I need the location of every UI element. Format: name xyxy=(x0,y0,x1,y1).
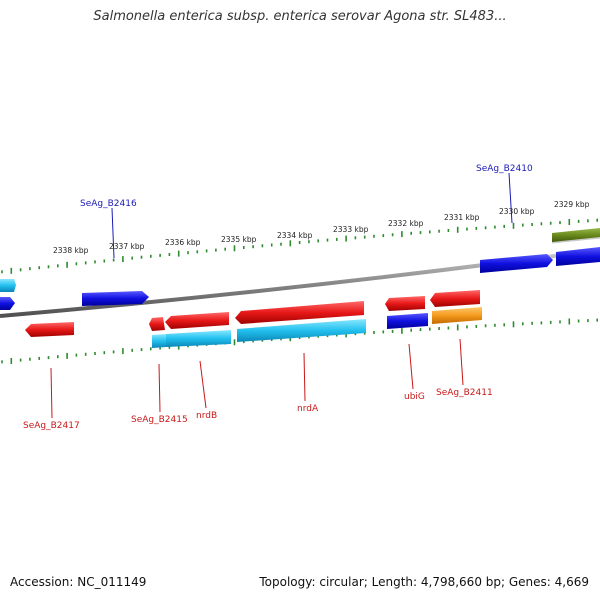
leader-nrda xyxy=(303,352,306,402)
label-leaders xyxy=(50,172,513,419)
scale-label-2335: 2335 kbp xyxy=(221,235,257,244)
gene-seag-b2415 xyxy=(152,334,166,348)
gene-blue-right xyxy=(556,247,600,266)
topology-text: Topology: circular; Length: 4,798,660 bp… xyxy=(259,575,589,589)
gene-nrdb xyxy=(165,312,229,329)
gene-red-small xyxy=(149,317,165,331)
scale-labels: 2338 kbp 2337 kbp 2336 kbp 2335 kbp 2334… xyxy=(53,200,590,255)
gene-cyan-nrdb-inner xyxy=(166,330,231,347)
scale-label-2337: 2337 kbp xyxy=(109,242,145,251)
scale-label-2331: 2331 kbp xyxy=(444,213,480,222)
leader-seag-b2415 xyxy=(158,363,161,413)
gene-ubig-outer xyxy=(385,296,425,311)
leader-seag-b2410 xyxy=(508,172,513,224)
scale-label-2329: 2329 kbp xyxy=(554,200,590,209)
scale-label-2334: 2334 kbp xyxy=(277,231,313,240)
label-seag-b2416: SeAg_B2416 xyxy=(80,199,137,209)
gene-seag-b2410 xyxy=(480,254,553,273)
scale-label-2333: 2333 kbp xyxy=(333,225,369,234)
label-nrdb: nrdB xyxy=(196,411,217,421)
gene-seag-b2417 xyxy=(25,322,74,337)
gene-blue-left-edge xyxy=(0,297,15,310)
gene-cyan-nrda-inner xyxy=(237,319,366,342)
leader-seag-b2417 xyxy=(50,367,53,419)
scale-ticks-outer xyxy=(1,218,599,274)
label-seag-b2415: SeAg_B2415 xyxy=(131,415,188,425)
leader-seag-b2416 xyxy=(111,207,115,259)
accession-text: Accession: NC_011149 xyxy=(10,575,147,589)
label-ubig: ubiG xyxy=(404,392,425,402)
scale-label-2336: 2336 kbp xyxy=(165,238,201,247)
gene-labels: SeAg_B2416 SeAg_B2410 SeAg_B2417 SeAg_B2… xyxy=(23,164,533,431)
leader-ubig xyxy=(408,343,414,390)
outer-track xyxy=(0,228,600,331)
gene-seag-b2416 xyxy=(82,291,149,306)
label-seag-b2417: SeAg_B2417 xyxy=(23,421,80,431)
leader-nrdb xyxy=(199,360,207,409)
scale-label-2338: 2338 kbp xyxy=(53,246,89,255)
gene-olive-right xyxy=(552,228,600,242)
label-seag-b2410: SeAg_B2410 xyxy=(476,164,533,174)
label-nrda: nrdA xyxy=(297,404,319,414)
leader-seag-b2411 xyxy=(459,338,464,386)
scale-label-2332: 2332 kbp xyxy=(388,219,424,228)
gene-cyan-left-outer xyxy=(0,279,16,292)
gene-seag-b2411-outer xyxy=(430,290,480,307)
inner-track xyxy=(25,307,482,348)
gene-ubig-inner xyxy=(387,313,428,329)
label-seag-b2411: SeAg_B2411 xyxy=(436,388,493,398)
gene-seag-b2411-inner xyxy=(432,307,482,324)
scale-label-2330: 2330 kbp xyxy=(499,207,535,216)
map-title: Salmonella enterica subsp. enterica sero… xyxy=(93,9,507,24)
gene-nrda xyxy=(235,301,364,324)
